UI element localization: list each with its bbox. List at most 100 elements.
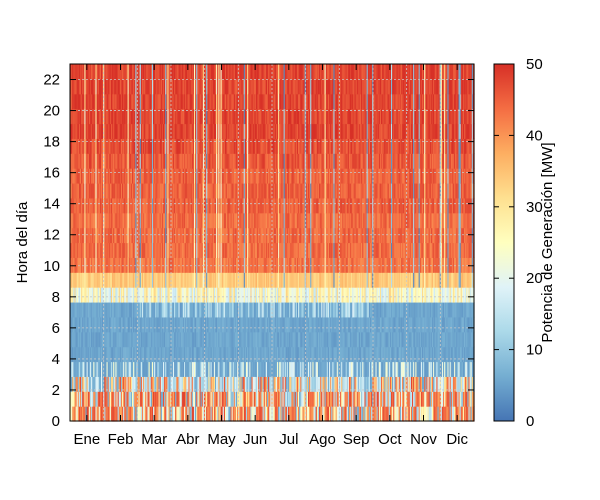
heatmap-cell (254, 168, 257, 184)
heatmap-cell (192, 64, 195, 80)
heatmap-cell (136, 346, 139, 363)
heatmap-cell (79, 64, 82, 80)
heatmap-cell (258, 242, 260, 258)
heatmap-cell (113, 287, 115, 303)
heatmap-cell (91, 346, 93, 363)
heatmap-cell (213, 287, 216, 303)
heatmap-cell (274, 93, 277, 110)
heatmap-cell (150, 64, 153, 80)
heatmap-cell (263, 153, 266, 169)
heatmap-cell (92, 302, 94, 318)
heatmap-cell (177, 227, 180, 244)
heatmap-cell (95, 376, 98, 392)
heatmap-cell (164, 257, 166, 273)
heatmap-cell (288, 123, 290, 139)
heatmap-cell (109, 212, 112, 229)
heatmap-cell (175, 302, 177, 318)
heatmap-cell (237, 287, 239, 303)
heatmap-cell (184, 272, 186, 288)
heatmap-cell (285, 331, 288, 348)
heatmap-cell (186, 93, 188, 110)
heatmap-cell (140, 391, 143, 407)
heatmap-cell (182, 197, 185, 214)
heatmap-cell (254, 183, 257, 199)
heatmap-cell (260, 168, 263, 184)
heatmap-cell (219, 302, 222, 318)
heatmap-cell (119, 168, 122, 184)
heatmap-cell (190, 406, 193, 422)
heatmap-cell (216, 183, 218, 199)
heatmap-cell (116, 168, 119, 184)
heatmap-cell (149, 78, 152, 95)
heatmap-cell (168, 64, 171, 80)
heatmap-cell (228, 331, 230, 348)
heatmap-cell (205, 272, 207, 288)
heatmap-cell (131, 123, 134, 139)
heatmap-cell (289, 197, 291, 214)
heatmap-cell (186, 257, 188, 273)
heatmap-cell (199, 272, 202, 288)
heatmap-cell (202, 242, 205, 258)
heatmap-cell (158, 227, 161, 244)
heatmap-cell (186, 153, 188, 169)
heatmap-cell (188, 197, 191, 214)
heatmap-cell (86, 168, 89, 184)
heatmap-cell (105, 183, 108, 199)
heatmap-cell (228, 123, 230, 139)
heatmap-cell (117, 302, 120, 318)
heatmap-cell (128, 197, 131, 214)
heatmap-cell (179, 302, 182, 318)
heatmap-cell (232, 108, 235, 125)
heatmap-cell (281, 108, 284, 125)
heatmap-cell (187, 183, 190, 199)
heatmap-cell (289, 153, 291, 169)
heatmap-cell (106, 287, 109, 303)
heatmap-cell (223, 257, 226, 273)
heatmap-cell (187, 331, 190, 348)
heatmap-cell (158, 168, 161, 184)
heatmap-cell (257, 78, 259, 95)
heatmap-cell (76, 78, 79, 95)
heatmap-cell (92, 108, 94, 125)
heatmap-cell (171, 257, 174, 273)
heatmap-cell (114, 331, 116, 348)
heatmap-cell (231, 302, 234, 318)
heatmap-cell (286, 153, 289, 169)
heatmap-cell (213, 78, 216, 95)
heatmap-cell (174, 361, 176, 377)
heatmap-cell (143, 168, 145, 184)
heatmap-cell (160, 212, 163, 229)
heatmap-cell (125, 257, 128, 273)
heatmap-cell (165, 78, 167, 95)
heatmap-cell (209, 272, 212, 288)
heatmap-cell (192, 197, 195, 214)
heatmap-cell (288, 272, 290, 288)
heatmap-cell (108, 183, 111, 199)
heatmap-cell (275, 168, 278, 184)
heatmap-cell (289, 272, 291, 288)
heatmap-cell (241, 346, 244, 363)
heatmap-cell (262, 302, 265, 318)
heatmap-cell (289, 108, 291, 125)
heatmap-cell (188, 168, 191, 184)
heatmap-cell (149, 212, 152, 229)
heatmap-cell (242, 93, 245, 110)
heatmap-cell (211, 138, 214, 154)
heatmap-cell (141, 197, 144, 214)
heatmap-cell (263, 331, 266, 348)
heatmap-cell (298, 183, 300, 199)
heatmap-cell (231, 346, 234, 363)
heatmap-cell (238, 346, 240, 363)
heatmap-cell (136, 227, 139, 244)
heatmap-cell (98, 272, 101, 288)
heatmap-cell (201, 138, 204, 154)
heatmap-cell (200, 316, 203, 333)
heatmap-cell (245, 376, 248, 392)
heatmap-cell (290, 257, 292, 273)
heatmap-cell (145, 391, 147, 407)
heatmap-cell (227, 406, 229, 422)
heatmap-cell (133, 78, 135, 95)
heatmap-cell (124, 331, 126, 348)
heatmap-cell (106, 316, 109, 333)
heatmap-cell (294, 197, 297, 214)
